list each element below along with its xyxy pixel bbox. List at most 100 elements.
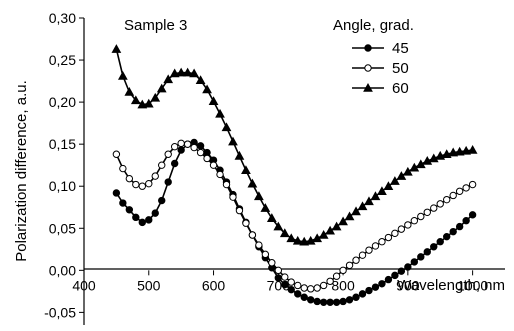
- data-point-45: [177, 146, 185, 154]
- data-point-60: [396, 171, 407, 180]
- data-point-45: [281, 280, 289, 289]
- data-point-50: [151, 172, 159, 180]
- sample-annotation: Sample 3: [124, 17, 187, 34]
- legend-entry-60: 60: [352, 80, 409, 97]
- x-tick-label: 800: [331, 277, 355, 293]
- data-point-50: [468, 180, 477, 189]
- data-point-45: [345, 296, 354, 304]
- data-point-50: [125, 174, 134, 183]
- data-point-60: [364, 196, 374, 206]
- y-tick-label: 0,10: [49, 178, 76, 194]
- data-point-50: [319, 281, 328, 290]
- data-point-45: [468, 211, 477, 219]
- data-point-50: [158, 161, 166, 169]
- data-point-50: [378, 238, 386, 246]
- data-point-45: [371, 283, 380, 291]
- data-point-50: [281, 273, 289, 281]
- data-point-50: [391, 229, 399, 238]
- data-point-50: [462, 184, 470, 192]
- data-point-60: [156, 83, 167, 93]
- data-point-60: [234, 150, 245, 160]
- x-tick-label: 500: [137, 277, 161, 293]
- data-point-50: [358, 251, 367, 259]
- data-point-50: [417, 212, 425, 221]
- series-50: [112, 139, 477, 293]
- data-point-50: [274, 266, 283, 275]
- x-ticks: 400 500 600 700 800 900 1000: [72, 270, 488, 293]
- data-point-60: [117, 71, 128, 80]
- data-point-45: [326, 298, 334, 306]
- x-tick-label: 900: [396, 277, 420, 293]
- data-point-60: [370, 191, 381, 201]
- data-point-60: [130, 95, 141, 105]
- data-point-50: [455, 187, 464, 195]
- series-layer: [111, 44, 478, 306]
- data-point-45: [430, 243, 438, 251]
- data-point-45: [119, 199, 127, 207]
- data-point-45: [410, 258, 419, 266]
- data-point-45: [449, 227, 457, 236]
- data-point-60: [266, 213, 277, 222]
- data-point-50: [177, 139, 185, 148]
- data-point-45: [443, 232, 451, 241]
- data-point-45: [404, 263, 412, 271]
- data-point-45: [417, 253, 425, 261]
- data-point-50: [196, 148, 205, 157]
- data-point-50: [216, 170, 224, 179]
- data-point-60: [318, 229, 329, 239]
- data-point-45: [313, 297, 321, 306]
- data-point-45: [319, 298, 328, 306]
- plot-area: -0,05 0,00 0,05 0,10 0,15 0,20 0,25 0,30 400 500…: [44, 10, 505, 325]
- data-point-50: [294, 281, 302, 290]
- data-point-45: [462, 217, 470, 225]
- data-point-50: [255, 241, 263, 249]
- data-point-50: [138, 182, 146, 190]
- data-point-45: [306, 296, 315, 304]
- data-point-50: [384, 233, 393, 242]
- y-tick-label: 0,30: [49, 10, 76, 26]
- data-point-60: [428, 153, 439, 163]
- data-point-50: [313, 284, 321, 292]
- data-point-60: [454, 146, 465, 156]
- y-tick-label: -0,05: [44, 304, 76, 320]
- data-point-45: [352, 293, 360, 301]
- legend-marker-60: [363, 82, 373, 92]
- data-point-50: [248, 231, 257, 239]
- data-point-60: [247, 178, 258, 188]
- data-point-45: [151, 209, 159, 217]
- data-point-60: [208, 96, 219, 106]
- data-point-45: [339, 297, 347, 306]
- legend-label: 45: [392, 40, 409, 57]
- data-point-45: [164, 178, 172, 186]
- data-point-50: [145, 179, 153, 188]
- data-point-60: [344, 211, 355, 221]
- data-point-60: [182, 67, 193, 77]
- data-point-45: [455, 222, 464, 231]
- data-point-45: [145, 216, 153, 224]
- data-point-60: [260, 203, 271, 212]
- data-point-60: [338, 216, 348, 226]
- data-point-60: [273, 221, 284, 231]
- data-point-45: [358, 290, 367, 298]
- data-point-45: [132, 213, 140, 222]
- legend-label: 60: [392, 80, 409, 97]
- data-point-50: [190, 143, 198, 152]
- data-point-60: [422, 155, 433, 165]
- data-point-50: [410, 217, 419, 225]
- legend-entry-45: 45: [352, 40, 409, 57]
- legend-title: Angle, grad.: [333, 17, 414, 34]
- data-point-60: [299, 236, 310, 246]
- data-point-60: [241, 165, 251, 174]
- data-point-50: [430, 204, 438, 212]
- data-point-50: [203, 154, 211, 163]
- legend-marker-50: [364, 64, 372, 72]
- data-point-50: [261, 250, 270, 259]
- data-point-60: [325, 225, 336, 235]
- data-point-60: [286, 233, 297, 243]
- data-point-50: [332, 272, 341, 280]
- data-point-45: [378, 280, 386, 288]
- data-point-60: [292, 235, 303, 245]
- data-point-60: [111, 44, 122, 53]
- data-point-45: [365, 286, 373, 295]
